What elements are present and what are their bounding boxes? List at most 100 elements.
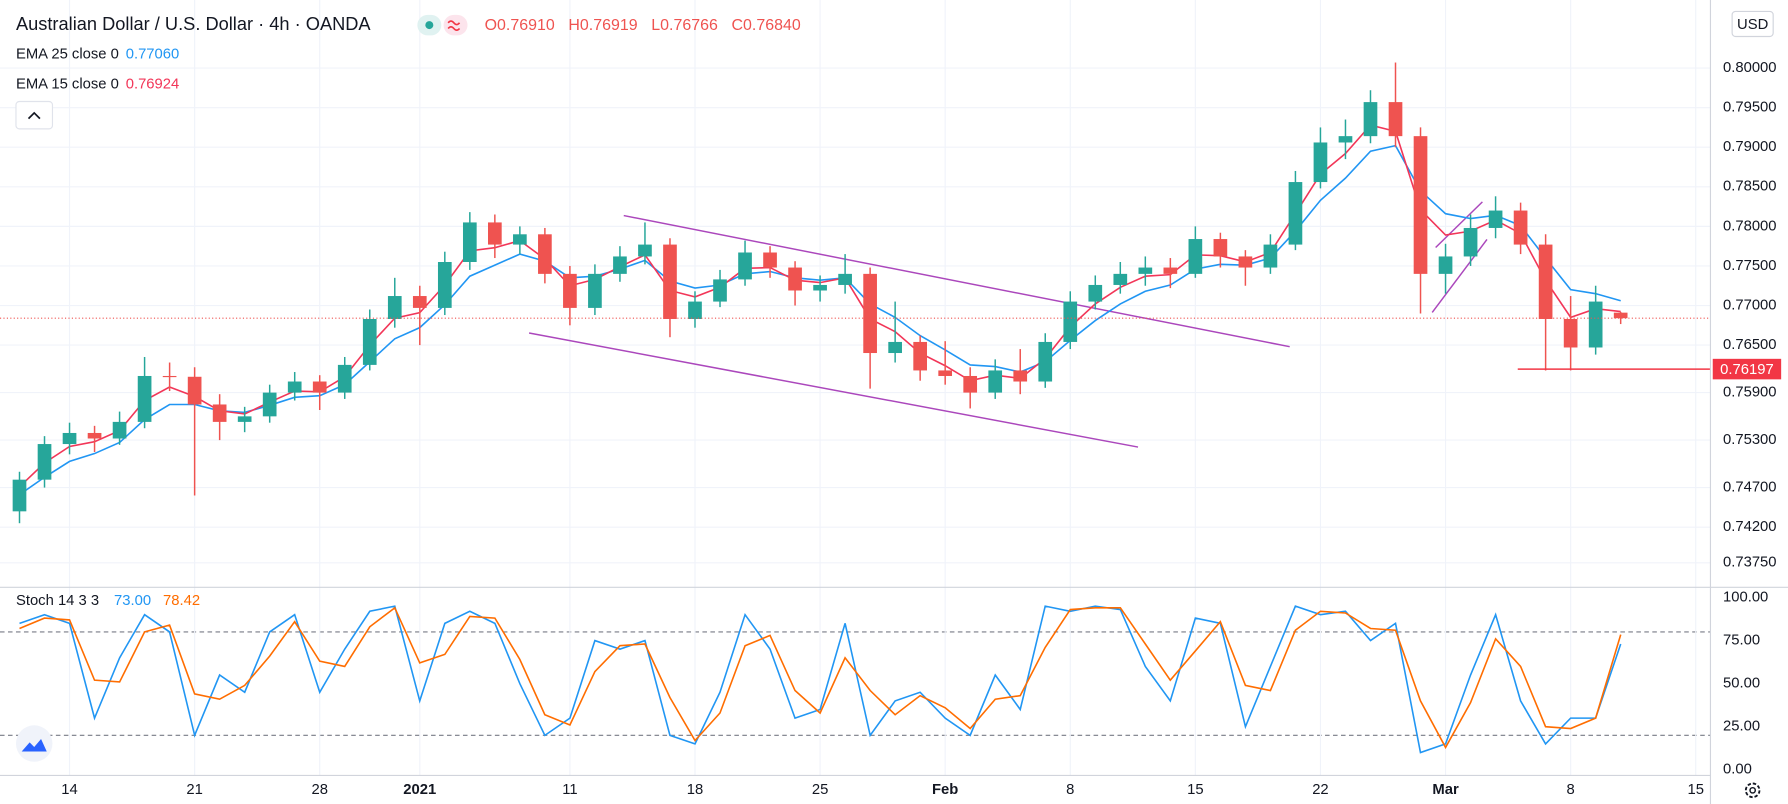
y-tick-label: 100.00 xyxy=(1723,589,1768,605)
ohlc-value: 0.76766 xyxy=(660,17,718,34)
ohlc-value: 0.76910 xyxy=(497,17,555,34)
candle-body xyxy=(513,234,527,245)
candle-body xyxy=(488,222,502,245)
grid xyxy=(0,0,1711,776)
y-tick-label: 0.74700 xyxy=(1723,480,1777,496)
candle-body xyxy=(863,273,877,354)
market-status-dot xyxy=(425,21,434,30)
candle-body xyxy=(287,381,302,393)
x-tick-label: 15 xyxy=(1687,782,1703,798)
drawings xyxy=(528,201,1488,448)
y-tick-label: 50.00 xyxy=(1723,676,1760,692)
logo-badge xyxy=(15,725,53,762)
y-tick-label: 0.75300 xyxy=(1723,432,1777,448)
candle-body xyxy=(938,370,953,376)
y-tick-label: 0.73750 xyxy=(1723,555,1777,571)
candle-body xyxy=(1488,210,1503,228)
legend-value: 78.42 xyxy=(163,593,200,609)
y-tick-label: 0.78000 xyxy=(1723,218,1777,234)
gear-center xyxy=(1749,786,1757,794)
candle-body xyxy=(1288,182,1303,245)
y-tick-label: 0.78500 xyxy=(1723,179,1777,195)
candle-body xyxy=(813,284,827,291)
y-tick-label: 0.76500 xyxy=(1723,337,1777,353)
candle-body xyxy=(162,375,177,378)
x-tick-label: 22 xyxy=(1312,782,1328,798)
ohlc-value: 0.76919 xyxy=(580,17,638,34)
plot xyxy=(0,62,1711,754)
candle-body xyxy=(688,301,702,319)
currency-box[interactable] xyxy=(1731,10,1774,38)
candle-body xyxy=(1363,102,1378,137)
candle-body xyxy=(563,273,577,308)
candle-body xyxy=(212,404,227,422)
x-tick-label: 14 xyxy=(61,782,77,798)
logo xyxy=(15,725,53,762)
ohlc-label: C xyxy=(732,17,744,34)
y-tick-label: 0.77500 xyxy=(1723,258,1777,274)
candle-body xyxy=(1063,301,1078,342)
candle-body xyxy=(1388,102,1403,137)
candle-body xyxy=(788,267,802,291)
indicator-line xyxy=(19,605,1622,754)
x-tick-label: 15 xyxy=(1187,782,1203,798)
legend-entry: EMA 15 close 0 0.76924 xyxy=(16,76,179,92)
x-tick-label: 25 xyxy=(812,782,828,798)
gear[interactable] xyxy=(1744,782,1761,799)
candle-body xyxy=(1588,301,1603,348)
candle-body xyxy=(638,244,652,257)
candle-body xyxy=(538,234,552,274)
legend-entry: 73.00 xyxy=(114,593,151,609)
candle-body xyxy=(387,296,402,319)
price-badge xyxy=(1712,358,1782,380)
ohlc-legend: O0.76910 H0.76919 L0.76766 C0.76840 xyxy=(485,17,801,34)
x-tick-label: Feb xyxy=(932,782,958,798)
y-tick-label: 0.80000 xyxy=(1723,60,1777,76)
candle-body xyxy=(1513,210,1528,245)
ohlc-label: O xyxy=(485,17,497,34)
candle-body xyxy=(187,376,202,405)
x-tick-label: Mar xyxy=(1432,782,1459,798)
x-tick-label: 8 xyxy=(1567,782,1575,798)
y-tick-label: 0.75900 xyxy=(1723,385,1777,401)
ohlc-label: H xyxy=(568,17,580,34)
candle-body xyxy=(1613,312,1628,319)
x-tick-label: 8 xyxy=(1066,782,1074,798)
candle-body xyxy=(1113,273,1128,285)
x-tick-label: 18 xyxy=(687,782,703,798)
collapse-button[interactable] xyxy=(15,100,54,130)
candle-body xyxy=(137,375,152,422)
candle-body xyxy=(1213,239,1228,257)
candle-body xyxy=(963,375,978,393)
indicator-title: Stoch 14 3 3 xyxy=(16,593,99,609)
candle-body xyxy=(613,256,627,274)
trend-line xyxy=(528,332,1139,448)
button-frame[interactable] xyxy=(15,100,54,130)
y-tick-label: 75.00 xyxy=(1723,632,1760,648)
candle-body xyxy=(838,273,852,285)
legend-name: EMA 15 close 0 xyxy=(16,76,119,92)
x-tick-label: 2021 xyxy=(403,782,436,798)
candle-body xyxy=(1338,136,1353,143)
candle-body xyxy=(913,341,928,371)
settings-button[interactable] xyxy=(1744,782,1761,799)
candle-body xyxy=(1038,341,1053,382)
candle-body xyxy=(362,318,377,365)
candle-body xyxy=(988,370,1003,393)
candle-body xyxy=(437,261,452,308)
candle-body xyxy=(1138,267,1153,274)
candle-body xyxy=(1463,227,1478,257)
candle-body xyxy=(1013,370,1028,382)
candle-body xyxy=(888,341,902,354)
y-tick-label: 25.00 xyxy=(1723,719,1760,735)
candle-body xyxy=(738,252,752,280)
candle-body xyxy=(1188,239,1203,274)
y-tick-label: 0.79500 xyxy=(1723,100,1777,116)
x-tick-label: 28 xyxy=(311,782,327,798)
candle-body xyxy=(1238,256,1253,268)
y-tick-label: 0.79000 xyxy=(1723,139,1777,155)
status-icons xyxy=(417,14,468,36)
chevron-up xyxy=(27,111,41,120)
candle-body xyxy=(713,279,727,302)
